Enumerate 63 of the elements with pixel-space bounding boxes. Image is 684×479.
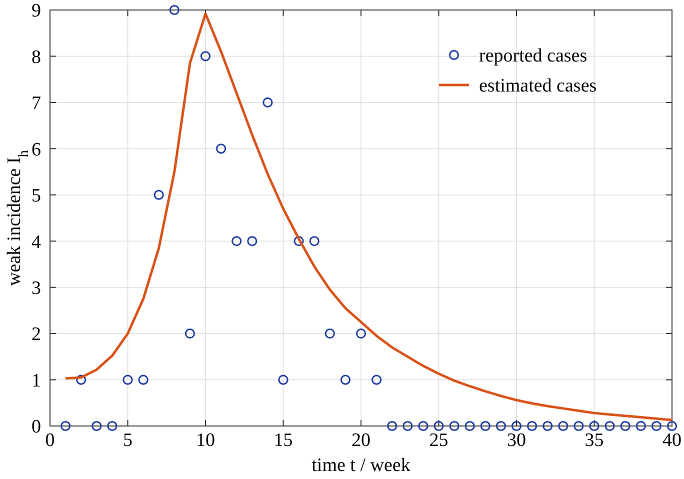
point (434, 420, 444, 432)
y-tick-label: 8 (32, 46, 41, 68)
x-tick-label: 0 (45, 430, 55, 451)
point (216, 144, 226, 154)
legend-label: estimated cases (479, 76, 597, 97)
point (122, 374, 133, 385)
point (356, 328, 366, 339)
point (636, 420, 646, 432)
point (278, 374, 288, 385)
point (107, 420, 118, 432)
y-tick-label: 6 (32, 139, 41, 160)
point (527, 420, 538, 432)
legend-label: reported cases (479, 46, 588, 67)
point (511, 420, 522, 432)
point (154, 190, 164, 200)
point (294, 236, 304, 246)
point (604, 420, 615, 432)
y-tick-label: 1 (32, 370, 41, 392)
x-tick-label: 10 (196, 430, 215, 451)
point (464, 420, 475, 432)
point (138, 374, 148, 385)
x-tick-label: 20 (352, 430, 370, 451)
point (651, 420, 662, 432)
x-tick-label: 5 (123, 430, 132, 451)
y-tick-label: 5 (32, 186, 41, 207)
point (76, 374, 86, 385)
point (496, 420, 506, 432)
x-tick-label: 25 (429, 430, 448, 451)
point (387, 420, 398, 432)
y-tick-label: 7 (32, 93, 41, 114)
line-series (64, 12, 674, 422)
point (620, 420, 630, 432)
y-tick-label: 2 (32, 324, 41, 346)
point (169, 4, 180, 16)
point (542, 420, 553, 432)
y-tick-label: 3 (32, 278, 41, 299)
x-tick-label: 30 (507, 430, 526, 451)
point (60, 420, 71, 432)
point (558, 420, 568, 432)
x-axis-title: time t / week (312, 455, 411, 476)
point (402, 420, 413, 432)
point (589, 420, 600, 432)
point (418, 420, 428, 432)
point (324, 328, 335, 339)
point (340, 374, 350, 385)
point (574, 420, 584, 432)
point (449, 420, 460, 432)
point (200, 51, 211, 62)
point (232, 236, 242, 246)
y-tick-label: 0 (32, 416, 41, 438)
y-tick-label: 9 (32, 0, 41, 22)
point (372, 374, 382, 385)
point (309, 236, 320, 246)
x-tick-label: 15 (274, 430, 293, 451)
x-tick-label: 35 (584, 430, 604, 451)
point (247, 236, 258, 246)
point (480, 420, 490, 432)
point (262, 97, 273, 108)
point (666, 420, 678, 432)
point (184, 328, 195, 339)
x-tick-label: 40 (662, 430, 682, 451)
y-tick-label: 4 (32, 232, 42, 253)
point (92, 420, 102, 432)
